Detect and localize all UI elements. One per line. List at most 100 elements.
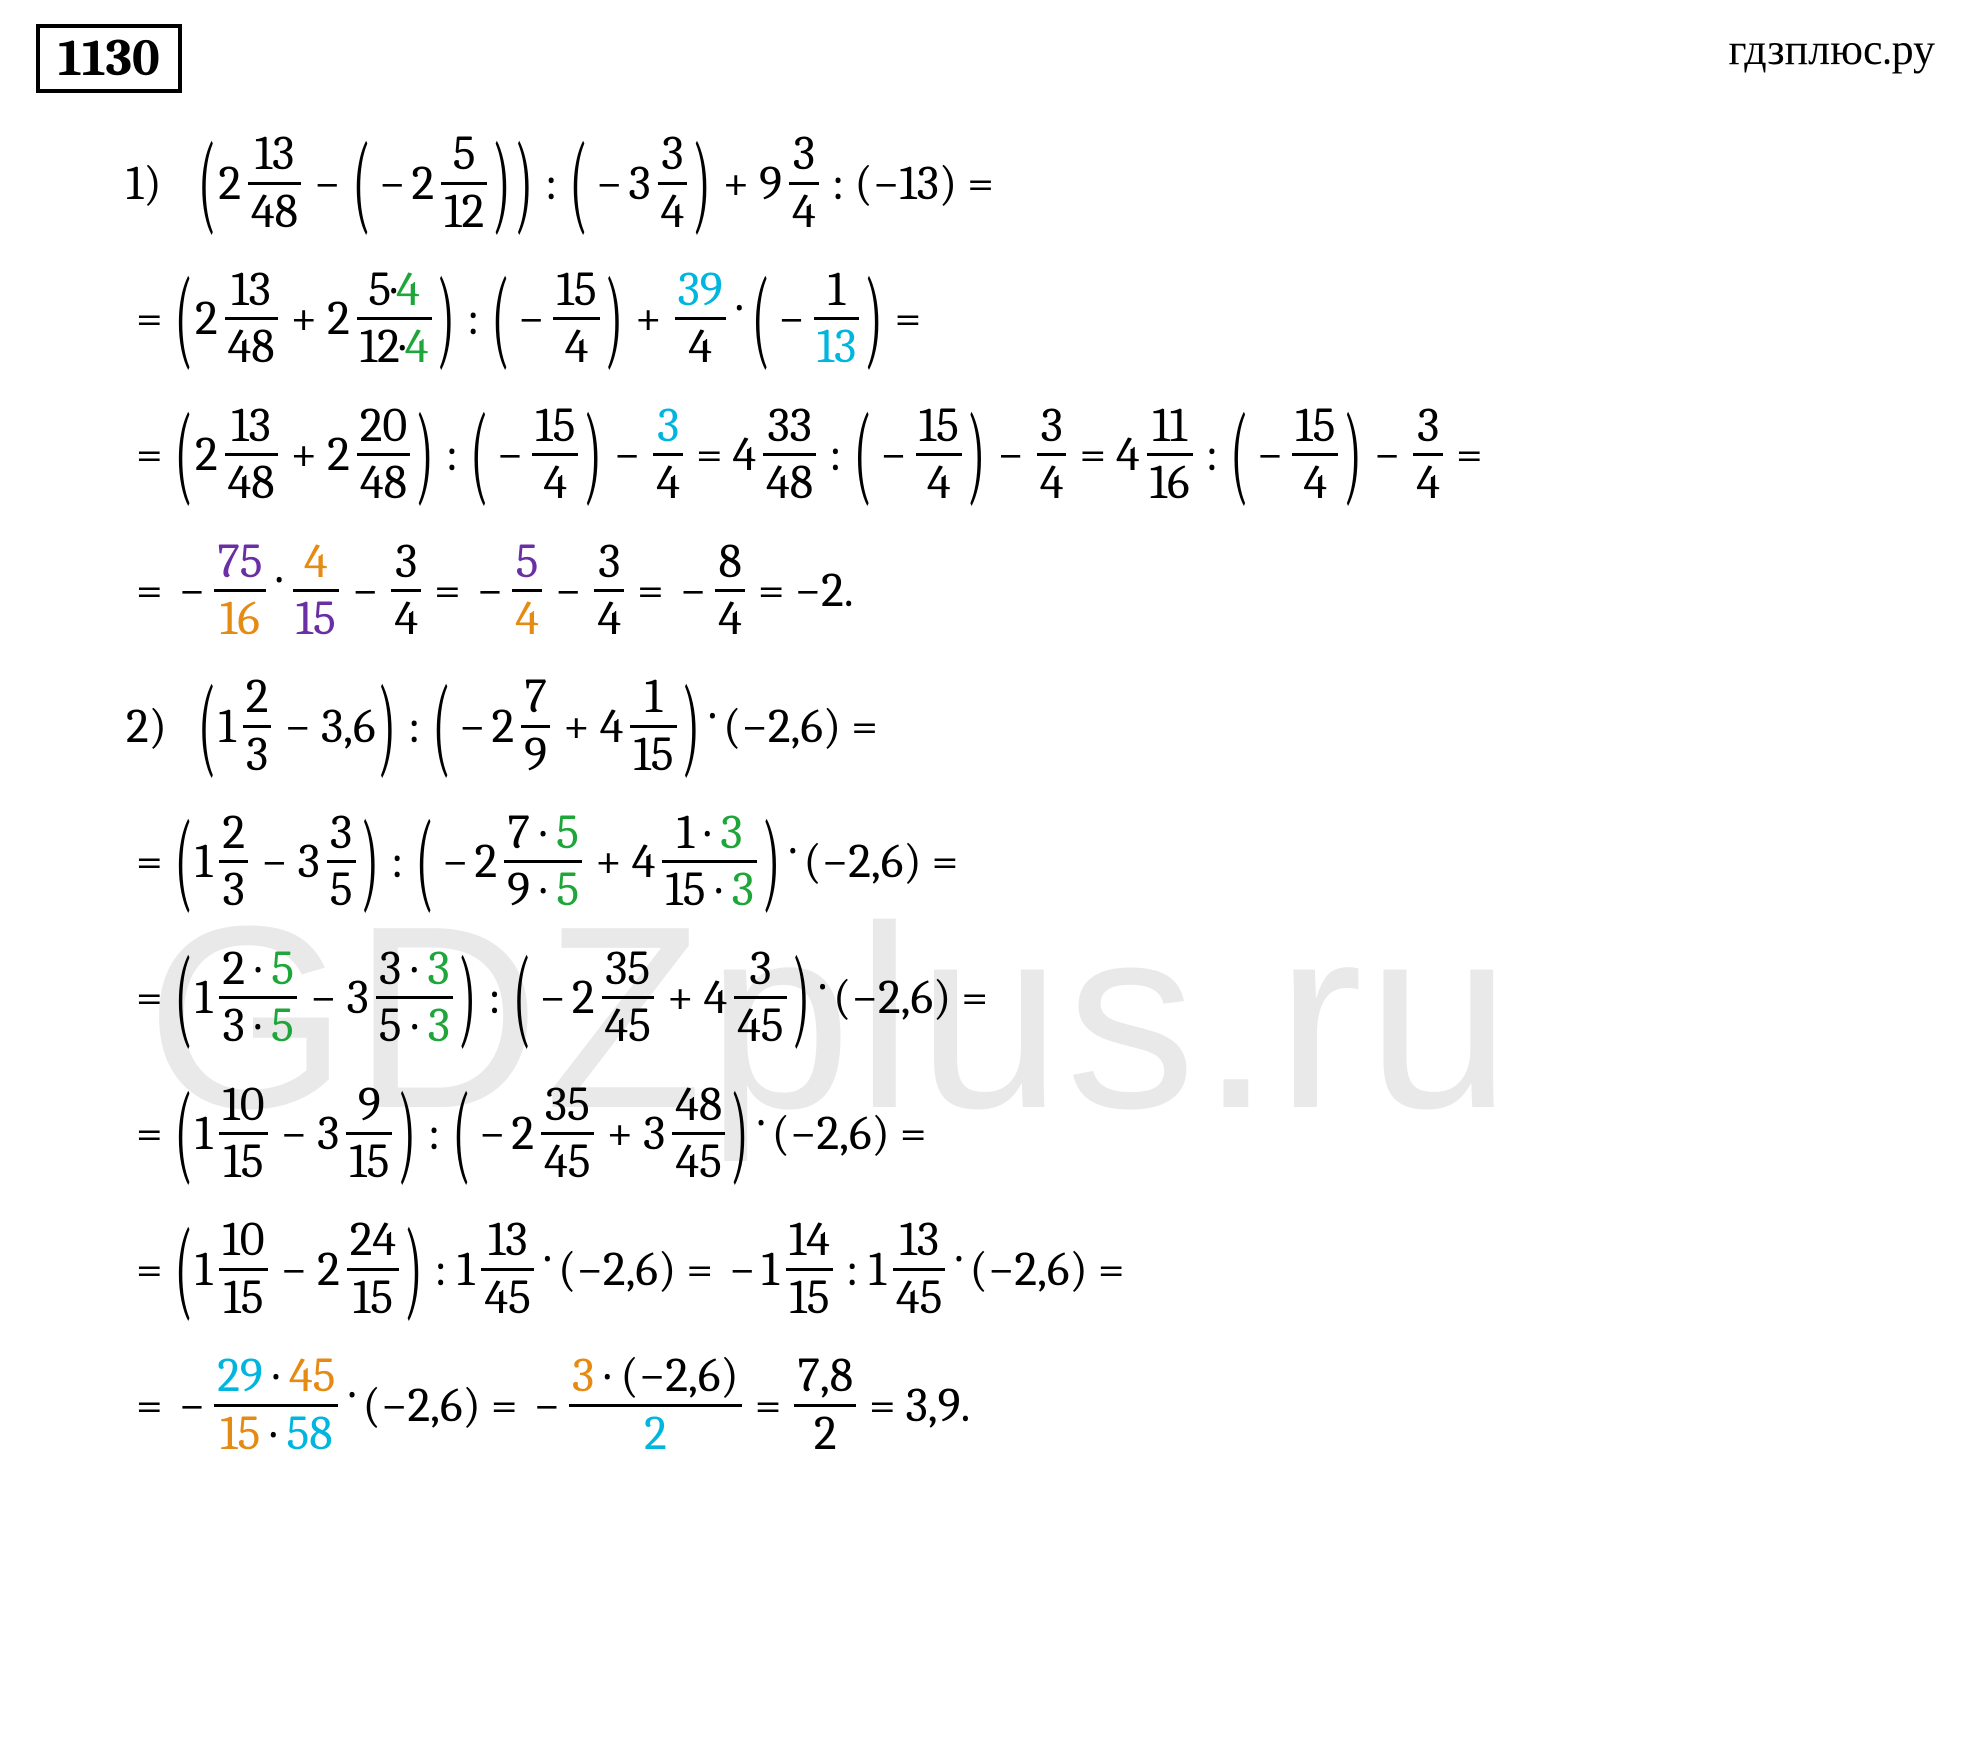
val: 2 xyxy=(327,291,350,346)
val: 13 xyxy=(814,322,860,372)
val: 3 xyxy=(1038,401,1066,451)
op: = xyxy=(686,1242,713,1297)
p2-line2: = ( 1 23 − 3 35 ) : (− 2 7 · 5 9 · 5 + 4… xyxy=(126,808,1935,916)
val: 48 xyxy=(225,458,278,508)
val: 1 xyxy=(195,970,212,1025)
op: − xyxy=(555,563,582,618)
val: 2 xyxy=(491,699,514,754)
p2-line5: = ( 1 1015 − 2 2415 ) : 1 1345 · (−2,6) … xyxy=(126,1215,1935,1323)
op: − xyxy=(179,563,206,618)
val: 2 xyxy=(811,1409,840,1459)
val: 5 xyxy=(556,862,579,917)
val: (−2,6) xyxy=(803,834,921,889)
val: 9 xyxy=(759,156,782,211)
val: 9 xyxy=(521,730,550,780)
val: (−2,6) xyxy=(558,1242,676,1297)
op: − xyxy=(533,1378,560,1433)
val: 4 xyxy=(1301,458,1331,508)
val: 45 xyxy=(672,1137,724,1187)
val: 3 xyxy=(628,156,650,211)
op: − xyxy=(379,156,406,211)
op: − xyxy=(281,1106,308,1161)
val: 15 xyxy=(553,265,599,315)
val: 10 xyxy=(219,1080,267,1130)
problem-number: 1130 xyxy=(36,24,182,93)
val: 45 xyxy=(289,1348,335,1403)
val: 1 xyxy=(195,1106,212,1161)
op: + xyxy=(667,970,694,1025)
op: = xyxy=(637,563,664,618)
val: 3 xyxy=(317,1106,339,1161)
val: 1 xyxy=(195,834,212,889)
val: 10 xyxy=(219,1215,267,1265)
val: 45 xyxy=(602,1001,654,1051)
val: (−13) xyxy=(854,156,957,211)
op: − xyxy=(310,970,337,1025)
val: 4 xyxy=(715,594,745,644)
op: = xyxy=(136,834,163,889)
val: 4 xyxy=(789,187,819,237)
val: 1 xyxy=(869,1242,886,1297)
op: = xyxy=(869,1378,896,1433)
op: · xyxy=(545,1230,550,1285)
op: + xyxy=(723,156,750,211)
op: − xyxy=(352,563,379,618)
op: = xyxy=(136,291,163,346)
op: : xyxy=(545,156,558,211)
p2-line4: = ( 1 1015 − 3 915 ) : (− 2 3545 + 3 484… xyxy=(126,1080,1935,1188)
val: 3 xyxy=(379,941,401,996)
val: 11 xyxy=(1149,401,1190,451)
val: 3 xyxy=(732,862,754,917)
val: (−2,6) xyxy=(723,699,841,754)
val: 45 xyxy=(734,1001,786,1051)
val: 4 xyxy=(658,187,688,237)
val: 2 xyxy=(327,427,350,482)
val: 14 xyxy=(786,1215,833,1265)
val: 2 xyxy=(475,834,498,889)
val: 3 xyxy=(746,944,774,994)
val: 1 xyxy=(762,1242,779,1297)
val: 15 xyxy=(350,1273,396,1323)
val: 5 xyxy=(513,537,542,587)
site-name: гдзплюс.ру xyxy=(1728,24,1935,75)
op: + xyxy=(595,834,622,889)
val: 1 xyxy=(218,699,235,754)
p2-label: 2) xyxy=(126,699,186,754)
val: 12 xyxy=(441,187,487,237)
val: 4 xyxy=(562,322,592,372)
val: 45 xyxy=(481,1273,533,1323)
val: 48 xyxy=(225,322,278,372)
val: (−2,6) xyxy=(620,1348,738,1403)
op: − xyxy=(778,291,805,346)
op: = xyxy=(136,1242,163,1297)
op: − xyxy=(539,970,566,1025)
val: (−2,6) xyxy=(970,1242,1088,1297)
val: 15 xyxy=(220,1137,266,1187)
p2-line6: = − 29 · 45 15 · 58 · (−2,6) = − 3 · (−2… xyxy=(126,1351,1935,1459)
val: 15 xyxy=(346,1137,392,1187)
op: − xyxy=(880,427,907,482)
op: − xyxy=(442,834,469,889)
val: (−2,6) xyxy=(833,970,951,1025)
op: = xyxy=(967,156,994,211)
val: 2 xyxy=(195,291,218,346)
val: 2 xyxy=(195,427,218,482)
val: 2 xyxy=(641,1409,670,1459)
op: : xyxy=(846,1242,859,1297)
op: − xyxy=(179,1378,206,1433)
val: 5 xyxy=(379,998,402,1053)
op: − xyxy=(997,427,1024,482)
op: = xyxy=(491,1378,518,1433)
val: 4 xyxy=(594,594,624,644)
val: 16 xyxy=(1147,458,1193,508)
val: 2 xyxy=(572,970,595,1025)
op: + xyxy=(291,427,318,482)
val: 4 xyxy=(1413,458,1443,508)
val: 48 xyxy=(357,458,410,508)
val: 5 xyxy=(271,998,294,1053)
val: 4 xyxy=(540,458,570,508)
val: 13 xyxy=(228,401,274,451)
op: · xyxy=(790,822,795,877)
p2-line3: = ( 1 2 · 5 3 · 5 − 3 3 · 3 5 · 3 ) : (−… xyxy=(126,944,1935,1052)
val: 58 xyxy=(286,1406,332,1461)
